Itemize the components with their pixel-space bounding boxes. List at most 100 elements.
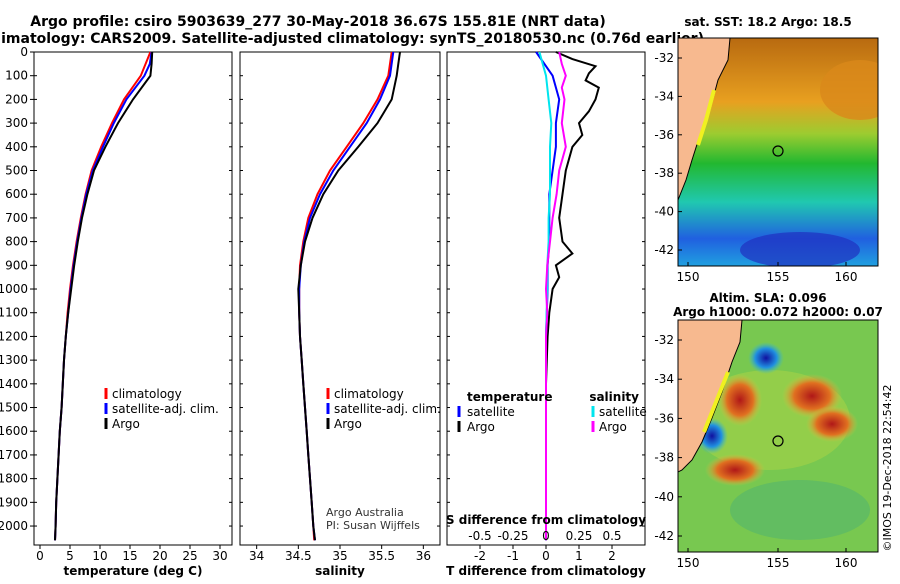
x-tick-label: 15 [122, 549, 137, 563]
credit-stamp: ©IMOS 19-Dec-2018 22:54:42 [881, 385, 894, 552]
map-lat-label: -42 [654, 243, 674, 257]
x-tick-label: 2 [608, 549, 616, 563]
panel-frame [239, 51, 441, 546]
x-tick-label: 0 [36, 549, 44, 563]
depth-tick-label: 1600 [0, 424, 28, 438]
map-lat-label: -36 [654, 128, 674, 142]
sla-patch-b [730, 480, 870, 540]
difference-panel: -2 -1 0 1 2T difference from climatology temp… [446, 51, 647, 578]
sst-warm-patch [820, 60, 878, 120]
depth-tick-label: 1400 [0, 377, 28, 391]
x-tick-label: 36 [416, 549, 431, 563]
s-tick-label: -0.25 [497, 529, 528, 543]
x-tick-label: 34 [249, 549, 264, 563]
sst-argo-location-marker [772, 145, 784, 157]
x-axis-label: salinity [315, 564, 365, 578]
map-lat-label: -38 [654, 451, 674, 465]
figure-title-line2: Climatology: CARS2009. Satellite-adjuste… [0, 31, 704, 47]
temperature-panel: 0 5 10 15 20 25 30 temperature (deg C) climatolo… [33, 51, 233, 578]
map-lat-label: -32 [654, 51, 674, 65]
map-lat-label: -36 [654, 411, 674, 425]
x-axis-label: T difference from climatology [446, 564, 646, 578]
depth-tick-label: 1700 [0, 448, 28, 462]
series-line-argo [297, 51, 401, 541]
series-line-satellite-adj-clim- [298, 51, 395, 541]
legend-label: Argo [467, 420, 495, 434]
legend-label: satellite [599, 405, 647, 419]
map-lon-label: 160 [835, 270, 858, 284]
map-lat-label: -32 [654, 333, 674, 347]
depth-tick-label: 2000 [0, 519, 28, 533]
sla-map-ticks: 150 155 160 -32 -34 -36 -38 -40 -42 [654, 333, 857, 570]
legend-label: Argo [112, 417, 140, 431]
sla-coast-highlight [702, 371, 730, 433]
map-lat-label: -40 [654, 205, 674, 219]
legend-label: climatology [334, 387, 404, 401]
depth-tick-label: 200 [5, 92, 28, 106]
sla-map-title1: Altim. SLA: 0.096 [709, 291, 826, 305]
x-tick-label: 35 [332, 549, 347, 563]
x-tick-label: 0 [542, 549, 550, 563]
legend-label: satellite-adj. clim. [112, 402, 219, 416]
annotation-text: Argo Australia [326, 506, 404, 519]
depth-tick-label: 100 [5, 69, 28, 83]
sla-land [678, 320, 743, 473]
legend-label: satellite [467, 405, 515, 419]
sla-argo-location-marker [772, 435, 784, 447]
map-lon-label: 150 [677, 270, 700, 284]
s-tick-label: 0.5 [602, 529, 621, 543]
sst-coast-warm [696, 89, 716, 146]
x-tick-label: 5 [66, 549, 74, 563]
figure-title-line1: Argo profile: csiro 5903639_277 30-May-2… [30, 14, 605, 30]
x-tick-label: 20 [152, 549, 167, 563]
sla-eddy-warm3 [705, 454, 765, 486]
sla-eddy-warm1 [718, 374, 762, 426]
sst-map-title: sat. SST: 18.2 Argo: 18.5 [684, 15, 851, 29]
legend-label: Argo [334, 417, 362, 431]
x-axis-label: temperature (deg C) [64, 564, 203, 578]
depth-tick-label: 500 [5, 164, 28, 178]
x-tick-label: -2 [474, 549, 486, 563]
map-lat-label: -34 [654, 89, 674, 103]
sst-map-ticks: 150 155 160 -32 -34 -36 -38 -40 -42 [654, 51, 857, 284]
depth-tick-label: 1100 [0, 306, 28, 320]
panel-frame [33, 51, 233, 546]
s-tick-label: -0.5 [468, 529, 491, 543]
depth-tick-label: 400 [5, 140, 28, 154]
depth-tick-label: 600 [5, 187, 28, 201]
legend-title-salinity: salinity [589, 390, 639, 404]
map-lat-label: -42 [654, 529, 674, 543]
map-lat-label: -40 [654, 490, 674, 504]
depth-tick-label: 1500 [0, 401, 28, 415]
x-tick-label: 34.5 [285, 549, 312, 563]
s-difference-label: S difference from climatology [446, 513, 646, 527]
map-lon-label: 160 [835, 556, 858, 570]
sla-eddy-cold1 [748, 342, 784, 374]
s-tick-label: 0.25 [566, 529, 593, 543]
map-lon-label: 155 [767, 270, 790, 284]
sla-map: Altim. SLA: 0.096 Argo h1000: 0.072 h200… [654, 291, 883, 570]
legend-label: satellite-adj. clim. [334, 402, 441, 416]
depth-tick-label: 1200 [0, 329, 28, 343]
x-tick-label: 25 [182, 549, 197, 563]
sla-eddy-warm4 [806, 406, 858, 442]
series-line-t-argo [545, 51, 600, 541]
series-line-argo [54, 51, 154, 541]
map-lat-label: -34 [654, 372, 674, 386]
map-lon-label: 155 [767, 556, 790, 570]
sla-map-title2: Argo h1000: 0.072 h2000: 0.07 [673, 305, 883, 319]
series-line-s-argo [544, 51, 567, 541]
depth-tick-label: 300 [5, 116, 28, 130]
salinity-panel: 34 34.5 35 35.5 36 salinity climatologysatelli… [239, 51, 441, 578]
map-lon-label: 150 [677, 556, 700, 570]
x-tick-label: 30 [212, 549, 227, 563]
map-lat-label: -38 [654, 166, 674, 180]
x-tick-label: 10 [92, 549, 107, 563]
legend-title-temperature: temperature [467, 390, 552, 404]
x-tick-label: -1 [507, 549, 519, 563]
depth-tick-label: 1000 [0, 282, 28, 296]
annotation-text: PI: Susan Wijffels [326, 519, 420, 532]
depth-tick-label: 1800 [0, 472, 28, 486]
